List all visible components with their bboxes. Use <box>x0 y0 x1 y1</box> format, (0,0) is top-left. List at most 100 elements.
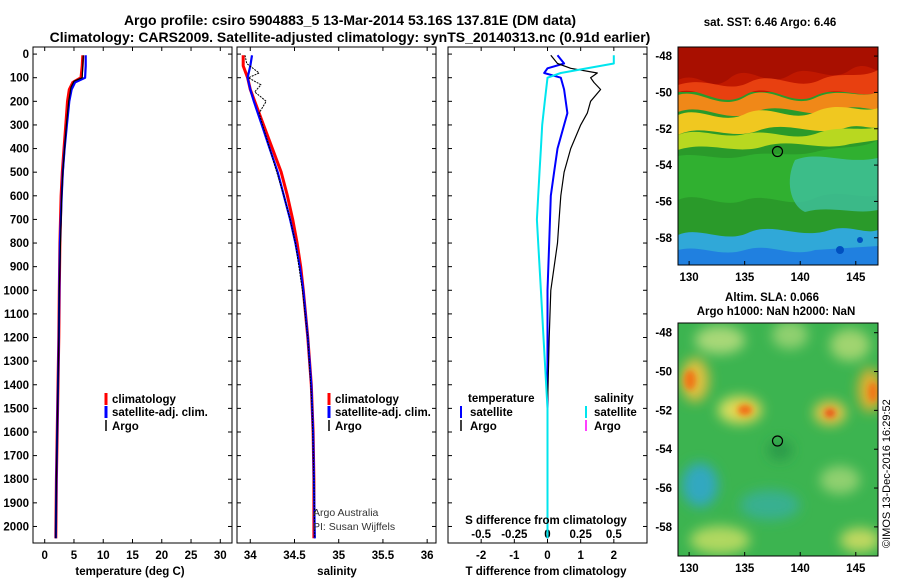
map-y-tick-label: -54 <box>655 444 672 456</box>
legend-label-climatology: climatology <box>112 394 177 406</box>
map-x-tick-label: 140 <box>791 272 810 284</box>
legend-label-t-argo: Argo <box>470 421 497 433</box>
map-y-tick-label: -48 <box>655 51 672 63</box>
s-tick-label: 0.25 <box>569 529 592 541</box>
y-tick-label: 0 <box>23 49 29 61</box>
legend-label-t-satellite: satellite <box>470 407 513 419</box>
legend-label-argo: Argo <box>335 421 362 433</box>
x-tick-label: 34.5 <box>283 550 306 562</box>
map-y-tick-label: -52 <box>655 405 672 417</box>
x-tick-label: 25 <box>185 550 198 562</box>
map-y-tick-label: -58 <box>655 233 672 245</box>
map-y-tick-label: -56 <box>655 196 672 208</box>
credit-pi-name: PI: Susan Wijffels <box>313 521 395 533</box>
map-y-tick-label: -50 <box>655 367 672 379</box>
map-x-tick-label: 135 <box>735 563 755 575</box>
sst-argo-location-marker <box>771 145 784 158</box>
sla-argo-location-marker <box>771 435 784 447</box>
s-tick-label: -0.25 <box>501 529 528 541</box>
y-tick-label: 200 <box>10 96 29 108</box>
y-tick-label: 600 <box>10 191 29 203</box>
x-tick-label: 34 <box>244 550 257 562</box>
map-y-tick-label: -52 <box>655 124 672 136</box>
figure-title-line1: Argo profile: csiro 5904883_5 13-Mar-201… <box>123 12 577 28</box>
map-y-tick-label: -56 <box>655 483 672 495</box>
map-y-tick-label: -58 <box>655 522 672 534</box>
temperature-legend: climatology satellite-adj. clim. Argo <box>104 393 208 433</box>
y-tick-label: 1400 <box>3 380 29 392</box>
map-x-tick-label: 140 <box>791 563 810 575</box>
legend-label-s-argo: Argo <box>594 421 621 433</box>
salinity-xlabel: salinity <box>317 566 357 578</box>
x-tick-label: 35 <box>332 550 345 562</box>
s-difference-xlabel: S difference from climatology <box>465 515 627 527</box>
s-tick-label: -0.5 <box>471 529 491 541</box>
y-tick-label: 900 <box>10 262 29 274</box>
difference-legend: temperature satellite Argo salinity sate… <box>460 393 637 433</box>
map-x-tick-label: 135 <box>735 272 755 284</box>
map-x-tick-label: 145 <box>846 563 866 575</box>
y-tick-label: 1100 <box>4 309 29 321</box>
sla-map-image <box>678 323 878 556</box>
y-tick-label: 300 <box>10 120 29 132</box>
x-tick-label: 36 <box>421 550 434 562</box>
series-line-satellite-adj-clim- <box>54 55 87 539</box>
legend-label-satellite: satellite-adj. clim. <box>112 407 208 419</box>
map-x-tick-label: 145 <box>846 272 866 284</box>
x-tick-label: 0 <box>544 550 550 562</box>
x-tick-label: 30 <box>214 550 227 562</box>
imos-credit: ©IMOS 13-Dec-2016 16:29:52 <box>881 399 893 548</box>
figure-title-line2: Climatology: CARS2009. Satellite-adjuste… <box>49 29 651 45</box>
y-tick-label: 400 <box>10 144 29 156</box>
y-tick-label: 1000 <box>3 285 29 297</box>
map-y-tick-label: -54 <box>655 160 672 172</box>
temperature-xlabel: temperature (deg C) <box>75 566 184 578</box>
y-tick-label: 1300 <box>3 356 29 368</box>
legend-heading-temperature: temperature <box>468 393 534 405</box>
x-tick-label: -2 <box>476 550 486 562</box>
map-x-tick-label: 130 <box>680 563 699 575</box>
series-line-temperature-Argo <box>546 54 602 539</box>
y-tick-label: 1600 <box>3 427 29 439</box>
x-tick-label: 15 <box>126 550 139 562</box>
x-tick-label: 2 <box>611 550 617 562</box>
map-y-tick-label: -50 <box>655 87 672 99</box>
y-tick-label: 1900 <box>3 498 29 510</box>
salinity-axes <box>236 46 437 544</box>
y-tick-label: 800 <box>10 238 29 250</box>
s-tick-label: 0.5 <box>606 529 623 541</box>
legend-heading-salinity: salinity <box>594 393 634 405</box>
legend-label-s-satellite: satellite <box>594 407 637 419</box>
t-difference-xlabel: T difference from climatology <box>465 566 627 578</box>
sla-map-title-line2: Argo h1000: NaN h2000: NaN <box>697 306 856 318</box>
legend-label-argo: Argo <box>112 421 139 433</box>
series-line-salinity-satellite <box>535 55 615 539</box>
series-line-argo <box>244 55 316 539</box>
x-tick-label: 20 <box>155 550 168 562</box>
x-tick-label: 5 <box>71 550 78 562</box>
sla-map-title-line1: Altim. SLA: 0.066 <box>725 292 819 304</box>
y-tick-label: 2000 <box>3 521 29 533</box>
sst-map-frame <box>677 46 879 266</box>
x-tick-label: 1 <box>577 550 584 562</box>
credit-argo-australia: Argo Australia <box>313 507 379 519</box>
x-tick-label: 35.5 <box>372 550 395 562</box>
temperature-axes <box>32 46 233 544</box>
y-tick-label: 1800 <box>3 474 29 486</box>
y-tick-label: 700 <box>10 214 29 226</box>
y-tick-label: 1200 <box>3 333 29 345</box>
y-tick-label: 1500 <box>3 403 29 415</box>
sst-map-title: sat. SST: 6.46 Argo: 6.46 <box>704 17 837 29</box>
legend-label-climatology: climatology <box>335 394 400 406</box>
y-tick-label: 100 <box>10 73 29 85</box>
map-y-tick-label: -48 <box>655 328 672 340</box>
x-tick-label: 10 <box>97 550 110 562</box>
map-x-tick-label: 130 <box>680 272 699 284</box>
series-line-temperature-satellite <box>543 54 569 539</box>
y-tick-label: 1700 <box>3 451 29 463</box>
series-line-satellite-adj-clim- <box>246 55 316 539</box>
sla-map-frame <box>677 322 879 557</box>
series-line-argo <box>55 55 84 539</box>
x-tick-label: -1 <box>509 550 520 562</box>
